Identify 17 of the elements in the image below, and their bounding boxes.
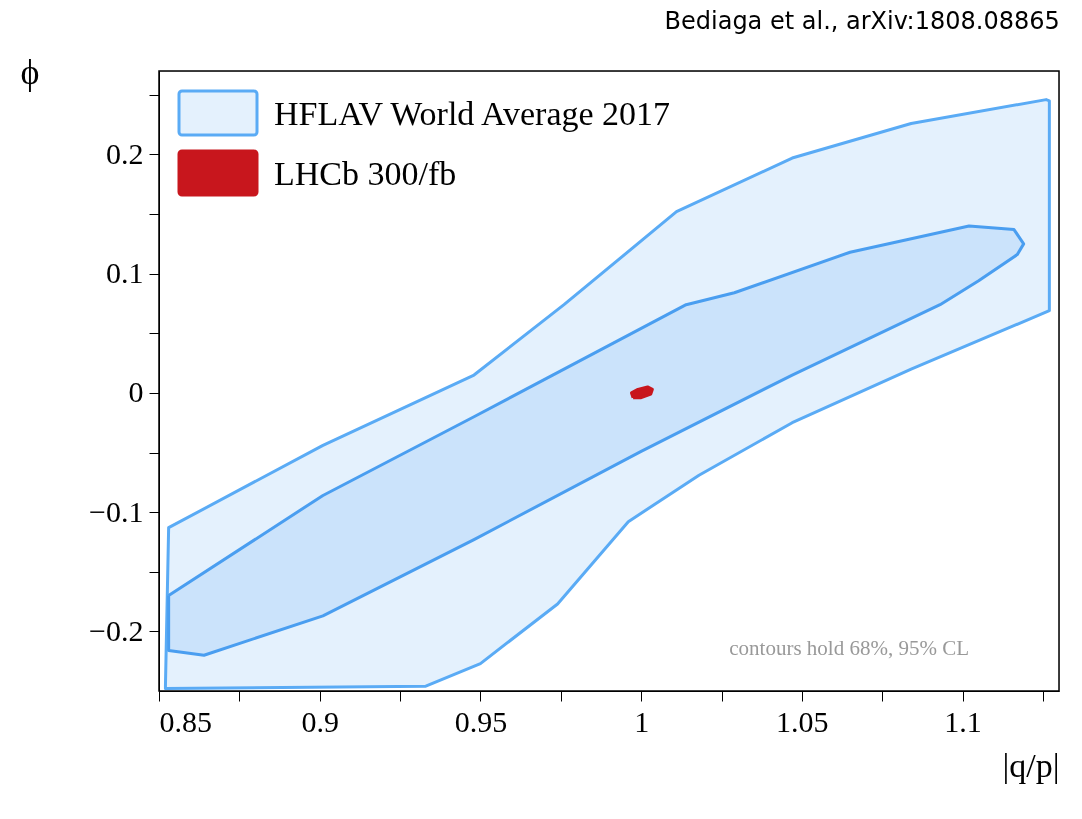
y-tick-label: −0.2	[89, 613, 144, 647]
x-tick-label: 1	[634, 704, 650, 738]
y-tick-label: −0.1	[89, 494, 144, 528]
annotation: contours hold 68%, 95% CL	[729, 636, 969, 660]
y-axis-title: ϕ	[20, 51, 40, 92]
x-axis-title: |q/p|	[1002, 746, 1060, 784]
y-tick-label: 0.1	[106, 256, 144, 290]
x-tick-label: 1.05	[776, 704, 829, 738]
x-tick-label: 1.1	[944, 704, 982, 738]
y-tick-label: 0	[128, 375, 144, 409]
x-tick-label: 0.9	[301, 704, 339, 738]
x-tick-label: 0.85	[159, 704, 212, 738]
y-tick-label: 0.2	[106, 136, 144, 170]
x-tick-label: 0.95	[454, 704, 508, 738]
text: Bediaga et al., arXiv:1808.08865	[664, 7, 1060, 35]
legend-label: HFLAV World Average 2017	[274, 95, 671, 132]
legend-label: LHCb 300/fb	[274, 155, 457, 192]
